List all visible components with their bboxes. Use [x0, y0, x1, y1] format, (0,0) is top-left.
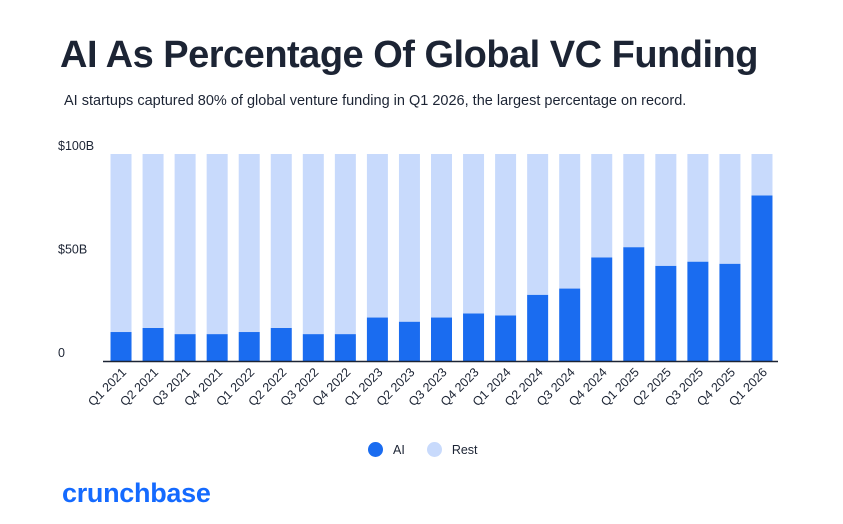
legend-swatch-rest	[426, 442, 442, 457]
chart-subtitle: AI startups captured 80% of global ventu…	[64, 93, 687, 109]
bar-rest-q2-2021	[142, 154, 164, 328]
bar-ai-q3-2021	[174, 334, 196, 361]
y-tick-label: $50B	[58, 243, 87, 257]
bar-ai-q1-2022	[238, 332, 260, 361]
chart-title: AI As Percentage Of Global VC Funding	[60, 34, 758, 76]
bar-rest-q2-2023	[398, 154, 420, 322]
legend-swatch-ai	[368, 442, 383, 457]
bar-rest-q4-2022	[334, 154, 356, 335]
bar-rest-q4-2025	[719, 154, 741, 264]
legend-item-rest[interactable]: Rest	[426, 442, 478, 457]
y-tick-label: 0	[58, 346, 65, 360]
bar-ai-q3-2023	[431, 317, 452, 361]
bar-rest-q1-2024	[495, 154, 517, 316]
bar-ai-q1-2024	[495, 315, 517, 361]
bar-ai-q3-2025	[687, 261, 709, 361]
bar-ai-q3-2024	[559, 288, 581, 361]
bar-rest-q2-2022	[270, 154, 292, 328]
bar-ai-q2-2025	[655, 265, 677, 361]
bar-ai-q2-2023	[398, 321, 420, 361]
bar-rest-q3-2025	[687, 154, 709, 262]
legend-label-rest: Rest	[451, 442, 478, 457]
bar-rest-q3-2024	[559, 154, 581, 289]
bar-rest-q1-2026	[751, 154, 773, 196]
bar-rest-q3-2022	[302, 154, 324, 335]
bar-rest-q1-2022	[238, 154, 260, 333]
bar-ai-q3-2022	[302, 334, 324, 361]
bar-ai-q2-2021	[142, 327, 164, 361]
bar-ai-q4-2021	[206, 334, 228, 361]
bar-rest-q3-2021	[174, 154, 196, 335]
bar-ai-q4-2023	[463, 313, 485, 361]
bar-ai-q1-2026	[751, 195, 773, 361]
bar-rest-q4-2021	[206, 154, 228, 335]
bar-rest-q2-2024	[527, 154, 549, 295]
bar-ai-q2-2024	[527, 294, 549, 361]
bar-ai-q4-2025	[719, 263, 741, 361]
bar-ai-q2-2022	[270, 327, 292, 361]
bar-ai-q1-2023	[366, 317, 388, 361]
chart-legend: AI Rest	[368, 442, 500, 457]
bar-ai-q4-2024	[591, 257, 613, 361]
bar-rest-q1-2021	[110, 154, 132, 333]
bar-ai-q1-2021	[110, 332, 132, 361]
bar-rest-q4-2023	[463, 154, 485, 314]
bar-rest-q1-2025	[623, 154, 645, 248]
legend-label-ai: AI	[393, 442, 405, 457]
crunchbase-logo: crunchbase	[62, 478, 211, 508]
bar-rest-q4-2024	[591, 154, 613, 258]
bar-rest-q1-2023	[366, 154, 388, 318]
bar-ai-q1-2025	[623, 247, 645, 361]
legend-item-ai[interactable]: AI	[368, 442, 405, 457]
bar-ai-q4-2022	[334, 334, 356, 361]
bar-rest-q2-2025	[655, 154, 677, 266]
y-tick-label: $100B	[58, 139, 94, 153]
bar-rest-q3-2023	[431, 154, 452, 318]
